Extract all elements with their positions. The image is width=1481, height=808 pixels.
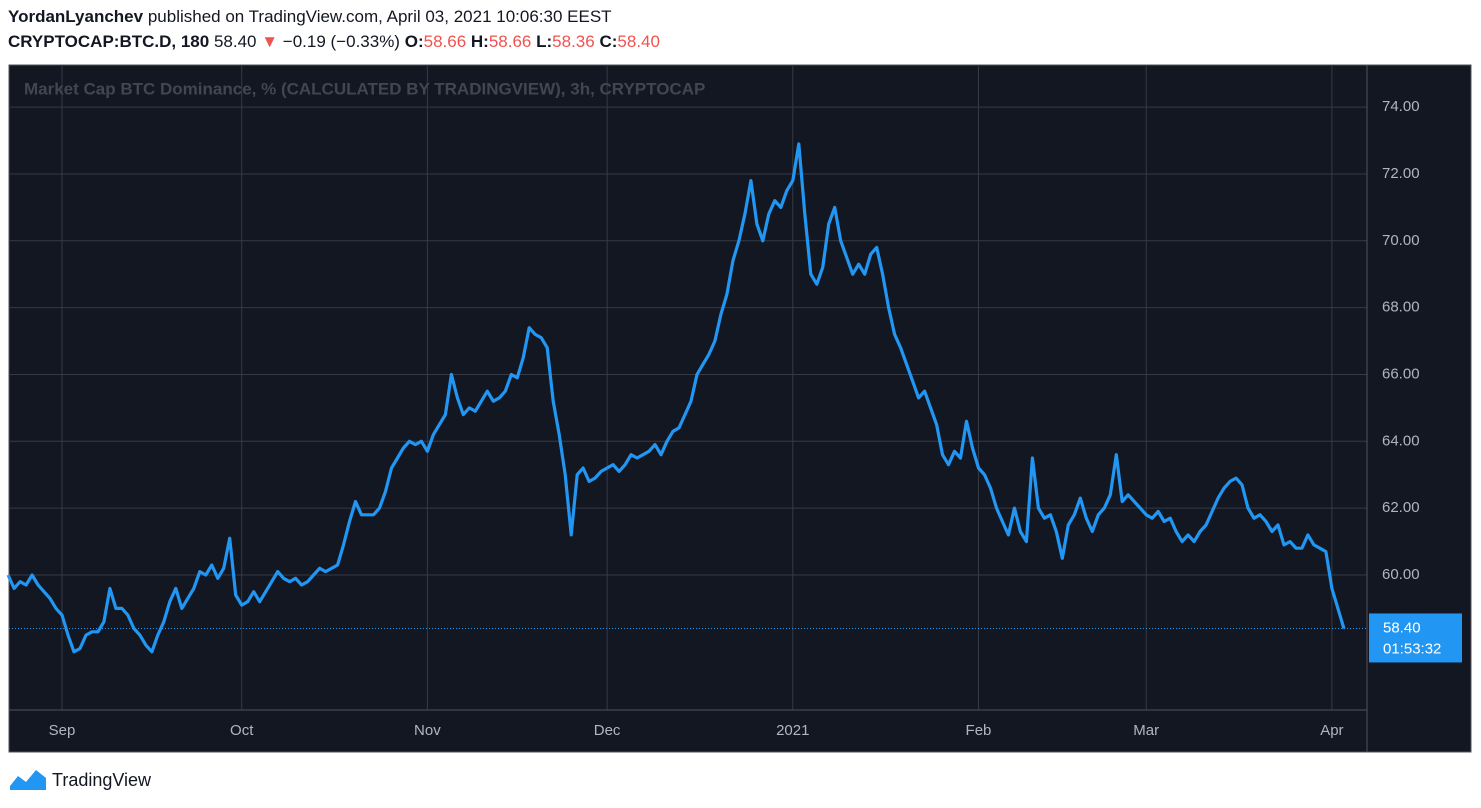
brand: TradingView: [52, 770, 152, 790]
y-tick-label: 70.00: [1382, 232, 1420, 249]
open-label: O:: [405, 32, 424, 51]
author: YordanLyanchev: [8, 7, 144, 26]
plot: [6, 142, 1367, 654]
y-tick-label: 68.00: [1382, 299, 1420, 316]
y-tick-label: 62.00: [1382, 499, 1420, 516]
chart-frame: [8, 64, 1472, 753]
y-tick-label: 74.00: [1382, 98, 1420, 115]
chart-title: Market Cap BTC Dominance, % (CALCULATED …: [24, 79, 705, 98]
change: −0.19 (−0.33%): [283, 32, 400, 51]
last: 58.40: [214, 32, 257, 51]
price-tag-countdown: 01:53:32: [1383, 640, 1441, 657]
open: 58.66: [424, 32, 467, 51]
y-tick-label: 60.00: [1382, 566, 1420, 583]
x-tick-label: Apr: [1320, 722, 1343, 739]
published: published on TradingView.com, April 03, …: [143, 7, 611, 26]
x-tick-label: Mar: [1133, 722, 1159, 739]
y-tick-label: 66.00: [1382, 365, 1420, 382]
x-tick-label: Sep: [49, 722, 76, 739]
low: 58.36: [552, 32, 595, 51]
high-label: H:: [471, 32, 489, 51]
price-tag: [1369, 613, 1462, 663]
header-line-2: CRYPTOCAP:BTC.D, 180 58.40 ▼ −0.19 (−0.3…: [8, 32, 660, 51]
symbol: CRYPTOCAP:BTC.D, 180: [8, 32, 209, 51]
x-tick-label: Nov: [414, 722, 441, 739]
y-tick-label: 72.00: [1382, 165, 1420, 182]
low-label: L:: [536, 32, 552, 51]
change-arrow: ▼: [261, 32, 278, 51]
grid: [9, 66, 1367, 710]
high: 58.66: [489, 32, 532, 51]
brand-logo: [10, 770, 46, 790]
x-tick-label: 2021: [776, 722, 809, 739]
close: 58.40: [617, 32, 660, 51]
header-line-1: YordanLyanchev published on TradingView.…: [8, 7, 612, 26]
x-tick-label: Dec: [594, 722, 621, 739]
price-tag-value: 58.40: [1383, 619, 1421, 636]
y-tick-label: 64.00: [1382, 432, 1420, 449]
close-label: C:: [599, 32, 617, 51]
x-tick-label: Feb: [966, 722, 992, 739]
series-line: [6, 142, 1346, 654]
x-tick-label: Oct: [230, 722, 254, 739]
